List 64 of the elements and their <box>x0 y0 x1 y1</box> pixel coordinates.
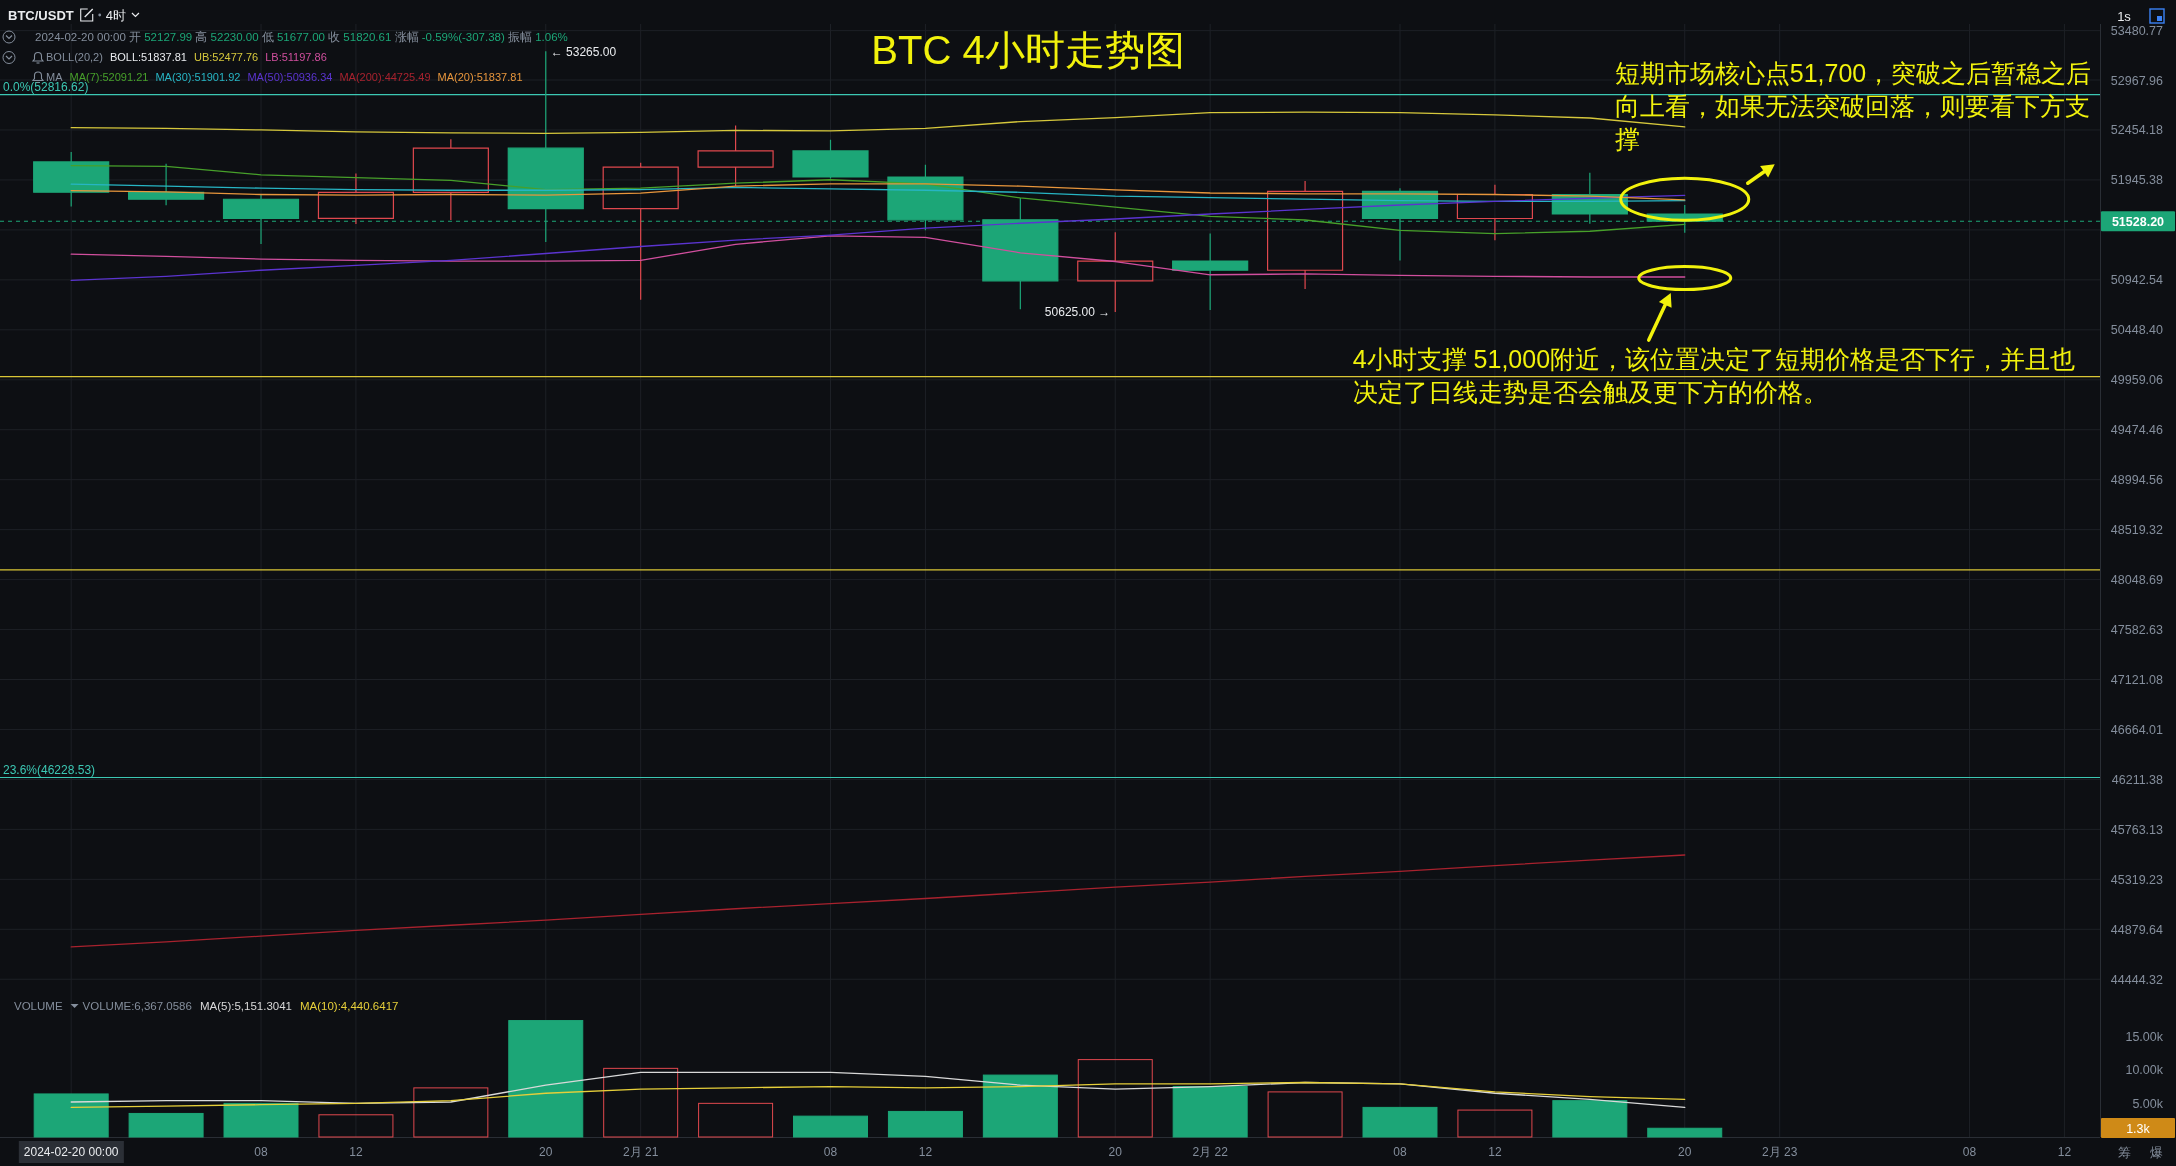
text: MA(10):4,440.6417 <box>299 1000 399 1013</box>
y-tick-label: 47582.63 <box>2110 623 2164 638</box>
y-tick-label: 46664.01 <box>2110 722 2164 737</box>
text: MA(50):50936.34 <box>247 70 333 83</box>
text: LB:51197.86 <box>265 51 327 64</box>
y-tick-label: 10.00k <box>2125 1063 2164 1078</box>
annotation: ← 53265.00 <box>550 44 617 59</box>
x-tick-label: 08 <box>254 1145 269 1160</box>
y-tick-label: 49474.46 <box>2110 423 2164 438</box>
x-tick-label: 2月 23 <box>1761 1145 1798 1160</box>
ref-line-label: 23.6%(46228.53) <box>3 762 96 777</box>
x-tick-label: 20 <box>1678 1145 1692 1160</box>
text: UB:52477.76 <box>193 51 259 64</box>
y-tick-label: 52454.18 <box>2110 123 2164 138</box>
annotation: BOLL:51837.81 <box>109 51 187 64</box>
y-tick-label: 44879.64 <box>2110 922 2164 937</box>
y-tick-label: 47121.08 <box>2110 673 2164 688</box>
text: BTC/USDT <box>8 7 74 23</box>
text: 爆 <box>2149 1144 2163 1160</box>
chart-title: BTC 4小时走势图 <box>871 28 1185 73</box>
x-tick-label: 12 <box>918 1145 933 1160</box>
y-tick-label: 44444.32 <box>2110 972 2164 987</box>
x-tick-label: 12 <box>349 1145 363 1160</box>
x-tick-label: 2024-02-20 00:00 <box>23 1145 119 1160</box>
x-tick-label: 08 <box>1393 1145 1407 1160</box>
text: MA(30):51901.92 <box>155 70 241 83</box>
x-tick-label: 08 <box>1962 1145 1977 1160</box>
annotation: 短期市场核心点51,700，突破之后暂稳之后向上看，如果无法突破回落，则要看下方支撑 <box>1614 58 2092 153</box>
y-tick-label: 48048.69 <box>2110 573 2164 588</box>
x-tick-label: 2月 21 <box>623 1145 659 1160</box>
y-tick-label: 53480.77 <box>2110 24 2164 39</box>
annotation: VOLUME <box>14 1000 63 1013</box>
ref-line-label: 51528.20 <box>2111 214 2165 229</box>
annotation: MA <box>46 70 64 83</box>
annotation: BOLL(20,2) <box>46 51 103 64</box>
text: MA(200):44725.49 <box>339 70 431 83</box>
y-tick-label: 46211.38 <box>2111 772 2164 787</box>
text: 2024-02-20 00:00 开 52127.99 高 52230.00 低 51677.00 收 51820.61 涨幅 -0.59%(-307.38) 振幅 1.06% <box>35 31 568 44</box>
text: 4时 <box>105 7 126 23</box>
annotation: 50625.00 → <box>1044 305 1111 320</box>
y-tick-label: 5.00k <box>2132 1096 2164 1111</box>
y-tick-label: 48519.32 <box>2110 523 2164 538</box>
x-tick-label: 20 <box>539 1145 553 1160</box>
y-tick-label: 48994.56 <box>2110 473 2164 488</box>
x-tick-label: 12 <box>2057 1145 2072 1160</box>
annotation: VOLUME:6,367.0586 <box>82 1000 192 1013</box>
annotation: 4小时支撑 51,000附近，该位置决定了短期价格是否下行，并且也决定了日线走势是否会触及更下方的价格。 <box>1352 344 2076 406</box>
x-tick-label: 2月 22 <box>1192 1145 1229 1160</box>
y-tick-label: 51945.38 <box>2110 173 2164 188</box>
text: 1.3k <box>2126 1121 2151 1136</box>
text: MA(20):51837.81 <box>437 70 523 83</box>
text: MA(5):5,151.3041 <box>199 1000 292 1013</box>
y-tick-label: 45763.13 <box>2110 822 2164 837</box>
y-tick-label: 15.00k <box>2125 1029 2164 1044</box>
y-tick-label: 50448.40 <box>2110 323 2164 338</box>
y-tick-label: 50942.54 <box>2110 273 2164 288</box>
x-tick-label: 08 <box>823 1145 838 1160</box>
y-tick-label: 45319.23 <box>2110 872 2164 887</box>
x-tick-label: 12 <box>1488 1145 1502 1160</box>
y-tick-label: 52967.96 <box>2110 73 2164 88</box>
y-tick-label: 49959.06 <box>2110 373 2164 388</box>
x-tick-label: 20 <box>1108 1145 1123 1160</box>
text: 筹 <box>2117 1144 2131 1160</box>
text: 1s <box>2117 8 2132 24</box>
